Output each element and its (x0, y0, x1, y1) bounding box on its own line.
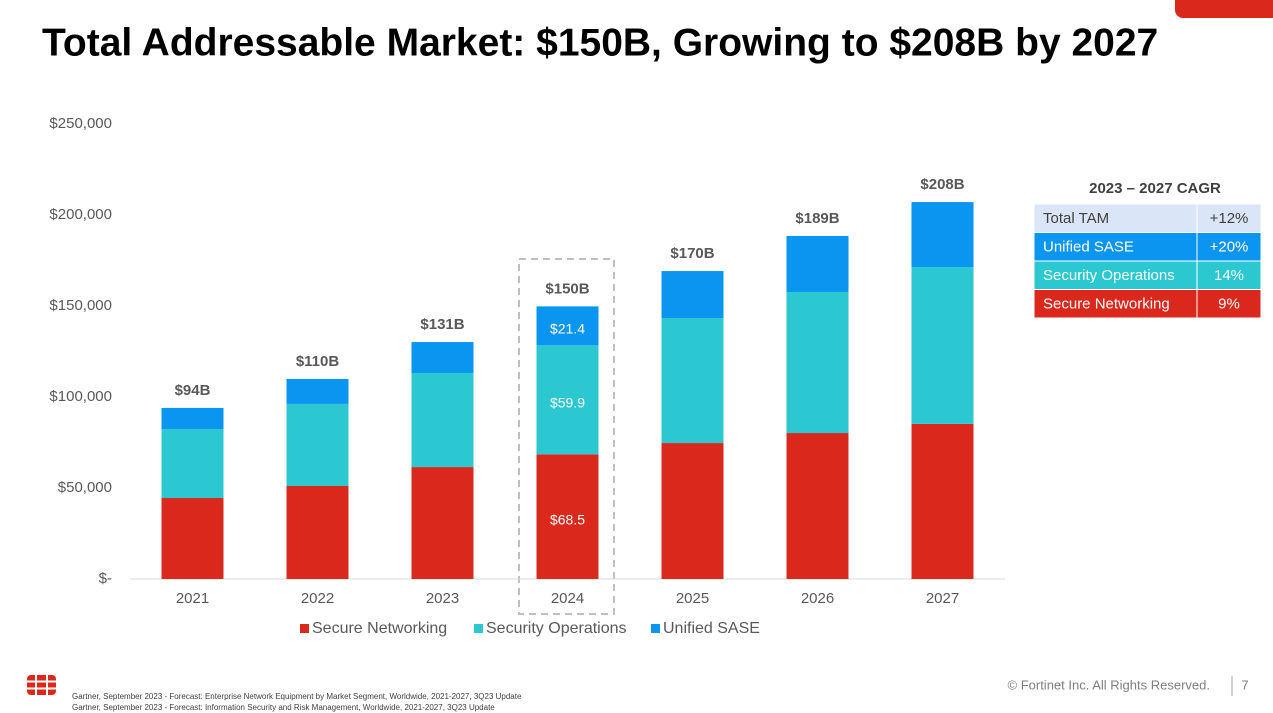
x-tick-label: 2024 (551, 590, 584, 607)
x-tick-label: 2027 (926, 590, 959, 607)
y-tick-label: $150,000 (49, 297, 112, 314)
legend-label: Secure Networking (312, 620, 447, 637)
total-label: $208B (920, 176, 964, 193)
legend-label: Security Operations (486, 620, 627, 637)
total-label: $110B (296, 353, 340, 370)
table-value: +20% (1210, 239, 1249, 256)
bar-segment (911, 267, 974, 424)
bar-segment (411, 372, 474, 468)
bar-segment (161, 429, 224, 499)
x-tick-label: 2022 (301, 590, 334, 607)
source-note: Gartner, September 2023 - Forecast: Info… (72, 703, 495, 712)
bar-segment (286, 403, 349, 486)
x-tick-label: 2025 (676, 590, 709, 607)
bar-segment (161, 498, 224, 579)
table-label: Total TAM (1043, 210, 1109, 227)
bar-segment (911, 202, 974, 268)
bar-segment (786, 235, 849, 292)
table-cell (1196, 289, 1262, 319)
legend-swatch (651, 624, 660, 633)
value-label: $21.4 (550, 321, 585, 337)
bar-segment (661, 443, 724, 579)
legend-label: Unified SASE (663, 620, 760, 637)
bar-segment (661, 271, 724, 319)
source-note: Gartner, September 2023 - Forecast: Ente… (72, 692, 522, 701)
bar-segment (411, 467, 474, 579)
page-number: 7 (1241, 677, 1248, 692)
y-tick-label: $- (99, 570, 112, 587)
corner-tab (1175, 0, 1273, 18)
bar-segment (536, 306, 599, 346)
value-label: $68.5 (550, 511, 585, 527)
x-tick-label: 2021 (176, 590, 209, 607)
table-label: Security Operations (1043, 267, 1175, 284)
slide-title: Total Addressable Market: $150B, Growing… (42, 21, 1158, 64)
bar-segment (536, 454, 599, 579)
table-value: 9% (1218, 296, 1240, 313)
bar-segment (786, 291, 849, 434)
y-tick-label: $100,000 (49, 388, 112, 405)
table-cell (1196, 260, 1262, 290)
bar-segment (661, 318, 724, 444)
copyright: © Fortinet Inc. All Rights Reserved. (1008, 677, 1211, 692)
table-title: 2023 – 2027 CAGR (1089, 180, 1221, 197)
x-tick-label: 2026 (801, 590, 834, 607)
legend-swatch (300, 624, 309, 633)
table-value: +12% (1210, 210, 1249, 227)
y-tick-label: $200,000 (49, 206, 112, 223)
bar-segment (536, 345, 599, 455)
highlight-box (518, 258, 615, 615)
table-cell (1033, 232, 1198, 262)
x-tick-label: 2023 (426, 590, 459, 607)
value-label: $59.9 (550, 395, 585, 411)
legend-swatch (474, 624, 483, 633)
total-label: $94B (175, 382, 211, 399)
bar-segment (911, 423, 974, 579)
logo (27, 675, 56, 695)
total-label: $150B (545, 280, 589, 297)
bar-segment (161, 407, 224, 430)
total-label: $170B (670, 245, 714, 262)
table-cell (1033, 289, 1198, 319)
bar-segment (286, 378, 349, 404)
bar-segment (411, 342, 474, 373)
y-tick-label: $250,000 (49, 115, 112, 132)
table-value: 14% (1214, 267, 1244, 284)
table-label: Secure Networking (1043, 296, 1170, 313)
bar-segment (286, 485, 349, 579)
table-cell (1196, 232, 1262, 262)
table-label: Unified SASE (1043, 239, 1134, 256)
total-label: $131B (420, 316, 464, 333)
table-cell (1033, 203, 1198, 233)
total-label: $189B (795, 210, 839, 227)
y-tick-label: $50,000 (58, 479, 112, 496)
bar-segment (786, 433, 849, 579)
